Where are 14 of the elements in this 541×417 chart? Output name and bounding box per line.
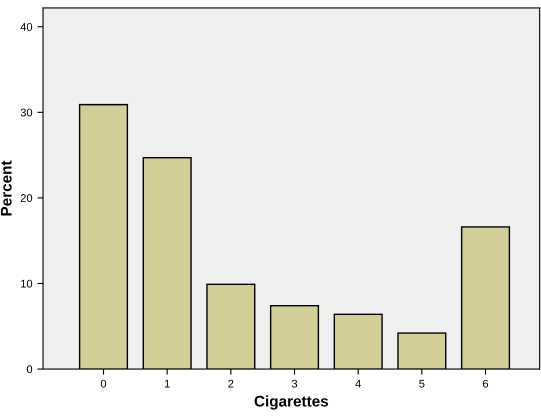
y-tick-label: 30 [20,108,32,116]
y-tick-label: 20 [20,194,32,202]
y-tick-label: 0 [26,365,32,374]
x-tick-label: 6 [483,380,488,388]
y-tick-label: 10 [21,280,32,288]
y-tick-label: 40 [20,23,32,31]
x-tick-label: 2 [228,380,234,388]
x-tick-label: 4 [355,380,361,388]
x-axis-title: Cigarettes [254,395,328,410]
x-tick-label: 1 [164,380,170,388]
x-tick-label: 5 [419,380,424,388]
x-tick-label: 0 [100,380,106,388]
x-tick-label: 3 [292,380,298,388]
y-axis-title: Percent [1,160,12,216]
